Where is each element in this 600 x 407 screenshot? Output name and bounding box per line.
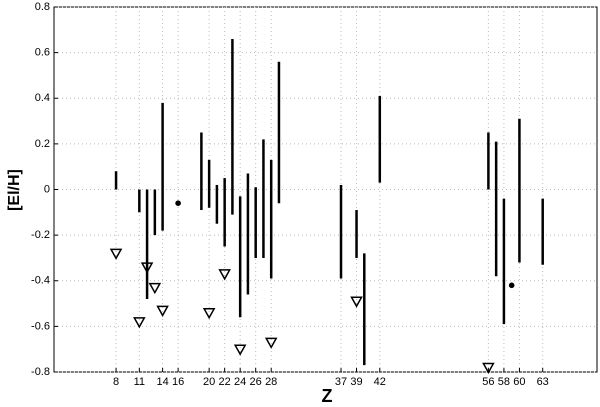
x-tick-label: 58 bbox=[498, 376, 510, 388]
x-tick-label: 24 bbox=[234, 376, 246, 388]
x-tick-label: 11 bbox=[134, 376, 145, 388]
upper-limit bbox=[233, 344, 247, 356]
upper-limit bbox=[218, 269, 231, 281]
y-tick-label: 0.2 bbox=[35, 138, 50, 150]
x-tick-label: 63 bbox=[537, 376, 549, 388]
upper-limit bbox=[202, 307, 216, 320]
upper-limit bbox=[156, 305, 169, 317]
y-tick-label: -0.8 bbox=[31, 366, 50, 378]
y-tick-label: -0.6 bbox=[31, 320, 50, 332]
y-tick-label: 0 bbox=[44, 183, 50, 195]
x-tick-label: 37 bbox=[335, 376, 347, 388]
y-tick-label: -0.2 bbox=[31, 229, 50, 241]
y-tick-label: -0.4 bbox=[31, 275, 50, 287]
upper-limit bbox=[264, 337, 278, 349]
y-tick-label: 0.8 bbox=[35, 1, 50, 13]
x-tick-label: 39 bbox=[350, 376, 362, 388]
x-tick-label: 42 bbox=[374, 376, 386, 388]
x-tick-label: 8 bbox=[113, 376, 119, 388]
y-tick-label: 0.4 bbox=[35, 92, 50, 104]
upper-limit bbox=[133, 317, 146, 329]
y-axis-label: [El/H] bbox=[6, 169, 23, 211]
upper-limit bbox=[482, 362, 495, 374]
x-tick-label: 16 bbox=[172, 376, 184, 388]
y-tick-label: 0.6 bbox=[35, 47, 50, 59]
x-tick-label: 14 bbox=[156, 376, 168, 388]
upper-limit bbox=[140, 262, 154, 274]
x-tick-label: 26 bbox=[250, 376, 262, 388]
point bbox=[508, 282, 515, 289]
upper-limit bbox=[148, 282, 162, 295]
x-axis-label: Z bbox=[322, 386, 333, 406]
x-tick-label: 60 bbox=[513, 376, 525, 388]
point bbox=[175, 200, 181, 206]
upper-limit bbox=[350, 296, 363, 308]
upper-limit bbox=[109, 248, 123, 260]
x-tick-label: 20 bbox=[203, 376, 215, 388]
x-tick-label: 28 bbox=[265, 376, 277, 388]
x-tick-label: 56 bbox=[482, 376, 494, 388]
x-tick-label: 22 bbox=[219, 376, 231, 388]
